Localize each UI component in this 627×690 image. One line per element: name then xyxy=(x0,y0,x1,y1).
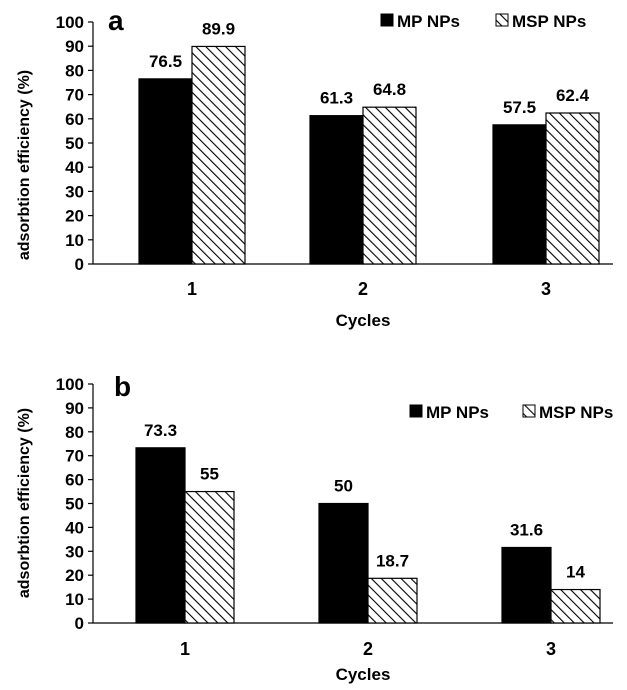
y-axis-title: adsorbtion efficiency (%) xyxy=(16,70,33,260)
x-tick-label: 2 xyxy=(363,639,373,659)
y-tick-label: 10 xyxy=(65,231,84,250)
y-tick-label: 60 xyxy=(65,110,84,129)
legend-label-msp: MSP NPs xyxy=(512,12,586,31)
panel-label: a xyxy=(108,5,124,36)
x-tick-label: 1 xyxy=(187,279,197,299)
data-label: 55 xyxy=(200,465,219,484)
legend-swatch-mp xyxy=(380,13,394,27)
y-tick-label: 40 xyxy=(65,158,84,177)
bar-mp-cycle-1 xyxy=(135,447,186,624)
bar-msp-cycle-2 xyxy=(367,577,418,624)
x-axis-title: Cycles xyxy=(336,665,391,684)
y-tick-label: 50 xyxy=(65,134,84,153)
bar-mp-cycle-2 xyxy=(318,502,369,624)
data-label: 73.3 xyxy=(144,421,177,440)
x-tick-label: 2 xyxy=(358,279,368,299)
x-tick-label: 3 xyxy=(541,279,551,299)
y-tick-label: 70 xyxy=(65,86,84,105)
bar-mp-cycle-3 xyxy=(492,124,547,265)
data-label: 18.7 xyxy=(376,551,409,570)
legend-label-msp: MSP NPs xyxy=(539,403,613,422)
bar-msp-cycle-3 xyxy=(550,588,601,624)
y-tick-label: 0 xyxy=(75,614,84,633)
y-tick-label: 90 xyxy=(65,37,84,56)
panel-label: b xyxy=(114,371,131,402)
chart-panel-a: 0 10 20 30 40 50 60 70 80 90 100 76.5 61.3 57.5 89.9 64… xyxy=(16,5,613,330)
y-tick-label: 50 xyxy=(65,495,84,514)
y-tick-label: 100 xyxy=(56,13,84,32)
x-axis-title: Cycles xyxy=(336,311,391,330)
legend-swatch-mp xyxy=(409,404,423,418)
y-tick-label: 30 xyxy=(65,182,84,201)
data-label: 76.5 xyxy=(149,52,182,71)
legend-label-mp: MP NPs xyxy=(426,403,489,422)
data-label: 61.3 xyxy=(320,89,353,108)
y-tick-label: 80 xyxy=(65,61,84,80)
data-label: 64.8 xyxy=(373,80,406,99)
y-tick-label: 20 xyxy=(65,566,84,585)
bar-msp-cycle-2 xyxy=(362,106,417,265)
y-tick-label: 0 xyxy=(75,255,84,274)
y-tick-label: 70 xyxy=(65,447,84,466)
data-label: 89.9 xyxy=(202,19,235,38)
bar-mp-cycle-3 xyxy=(501,546,552,624)
y-tick-label: 90 xyxy=(65,399,84,418)
legend: MP NPs MSP NPs xyxy=(380,12,586,31)
y-tick-label: 80 xyxy=(65,423,84,442)
x-tick-label: 3 xyxy=(546,639,556,659)
x-tick-label: 1 xyxy=(180,639,190,659)
y-tick-label: 30 xyxy=(65,542,84,561)
data-label: 62.4 xyxy=(556,86,590,105)
y-tick-label: 40 xyxy=(65,518,84,537)
legend-swatch-msp xyxy=(495,13,509,27)
bar-msp-cycle-1 xyxy=(191,45,246,265)
y-tick-label: 20 xyxy=(65,207,84,226)
legend-label-mp: MP NPs xyxy=(397,12,460,31)
bar-msp-cycle-1 xyxy=(184,490,235,624)
y-tick-label: 10 xyxy=(65,590,84,609)
bar-mp-cycle-2 xyxy=(309,115,364,265)
bar-msp-cycle-3 xyxy=(545,112,600,265)
data-label: 31.6 xyxy=(510,520,543,539)
legend-swatch-msp xyxy=(522,404,536,418)
y-axis-title: adsorbtion efficiency (%) xyxy=(16,408,33,598)
chart-panel-b: 0 10 20 30 40 50 60 70 80 90 100 73.3 50 31.6 55 18.7 14… xyxy=(16,371,613,684)
legend: MP NPs MSP NPs xyxy=(409,403,613,422)
y-tick-label: 60 xyxy=(65,471,84,490)
data-label: 14 xyxy=(566,563,585,582)
data-label: 50 xyxy=(334,477,353,496)
y-tick-label: 100 xyxy=(56,375,84,394)
data-label: 57.5 xyxy=(503,98,536,117)
bar-mp-cycle-1 xyxy=(138,78,193,265)
